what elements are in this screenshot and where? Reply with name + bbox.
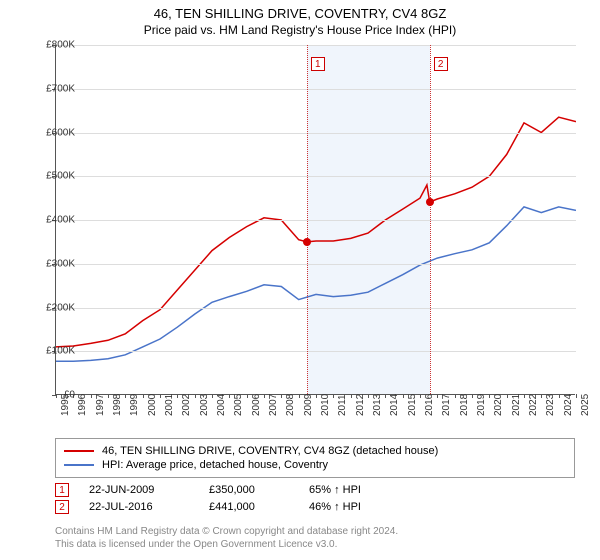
y-axis-label: £700K [46,83,75,94]
legend-label: HPI: Average price, detached house, Cove… [102,459,328,471]
title-block: 46, TEN SHILLING DRIVE, COVENTRY, CV4 8G… [0,0,600,37]
sales-row-delta: 65% ↑ HPI [309,484,409,496]
x-axis-label: 2018 [459,394,470,416]
y-axis-label: £800K [46,40,75,51]
x-axis-label: 2007 [268,394,279,416]
x-axis-label: 1999 [129,394,140,416]
x-axis-label: 2012 [355,394,366,416]
sales-row: 2 22-JUL-2016£441,00046% ↑ HPI [55,500,409,514]
x-axis-label: 2021 [511,394,522,416]
x-axis-label: 2010 [320,394,331,416]
sales-row-date: 22-JUN-2009 [89,484,209,496]
x-axis-label: 2000 [147,394,158,416]
y-axis-label: £600K [46,127,75,138]
x-axis-label: 2001 [164,394,175,416]
footer-attribution: Contains HM Land Registry data © Crown c… [55,525,398,551]
footer-line1: Contains HM Land Registry data © Crown c… [55,525,398,538]
x-axis-label: 2009 [303,394,314,416]
x-axis-label: 2002 [181,394,192,416]
x-axis-label: 2024 [563,394,574,416]
sales-row-price: £441,000 [209,501,309,513]
legend-item: HPI: Average price, detached house, Cove… [64,459,566,471]
x-axis-label: 2025 [580,394,591,416]
sales-row-marker: 2 [55,500,69,514]
legend-swatch [64,464,94,466]
y-axis-label: £400K [46,215,75,226]
x-axis-label: 2008 [285,394,296,416]
sales-row-date: 22-JUL-2016 [89,501,209,513]
x-axis-label: 2013 [372,394,383,416]
x-axis-label: 1997 [95,394,106,416]
y-axis-label: £200K [46,302,75,313]
sale-point-dot [303,238,311,246]
sale-vline [430,45,431,394]
x-axis-label: 2017 [441,394,452,416]
legend-swatch [64,450,94,452]
series-line [56,207,576,361]
sales-table: 1 22-JUN-2009£350,00065% ↑ HPI 2 22-JUL-201… [55,480,409,517]
x-axis-label: 2019 [476,394,487,416]
sale-marker-2: 2 [434,57,448,71]
chart-subtitle: Price paid vs. HM Land Registry's House … [0,23,600,37]
chart-plot-area: 1995199619971998199920002001200220032004… [55,45,575,395]
sales-row-delta: 46% ↑ HPI [309,501,409,513]
x-axis-label: 2003 [199,394,210,416]
x-axis-label: 2014 [389,394,400,416]
x-axis-label: 1998 [112,394,123,416]
sale-vline [307,45,308,394]
x-axis-label: 2015 [407,394,418,416]
legend-item: 46, TEN SHILLING DRIVE, COVENTRY, CV4 8G… [64,445,566,457]
x-axis-label: 2016 [424,394,435,416]
series-line [56,117,576,347]
x-axis-label: 2022 [528,394,539,416]
y-axis-label: £300K [46,258,75,269]
footer-line2: This data is licensed under the Open Gov… [55,538,398,551]
legend: 46, TEN SHILLING DRIVE, COVENTRY, CV4 8G… [55,438,575,478]
y-axis-label: £500K [46,171,75,182]
chart-title: 46, TEN SHILLING DRIVE, COVENTRY, CV4 8G… [0,6,600,21]
sale-point-dot [426,198,434,206]
x-axis-label: 2011 [337,394,348,416]
x-axis-label: 2020 [493,394,504,416]
legend-label: 46, TEN SHILLING DRIVE, COVENTRY, CV4 8G… [102,445,438,457]
x-axis-label: 2023 [545,394,556,416]
x-axis-label: 1996 [77,394,88,416]
sale-marker-1: 1 [311,57,325,71]
x-axis-label: 2005 [233,394,244,416]
y-axis-label: £0 [64,390,75,401]
y-axis-label: £100K [46,346,75,357]
x-axis-label: 2004 [216,394,227,416]
sales-row: 1 22-JUN-2009£350,00065% ↑ HPI [55,483,409,497]
x-axis-label: 2006 [251,394,262,416]
sales-row-marker: 1 [55,483,69,497]
sales-row-price: £350,000 [209,484,309,496]
